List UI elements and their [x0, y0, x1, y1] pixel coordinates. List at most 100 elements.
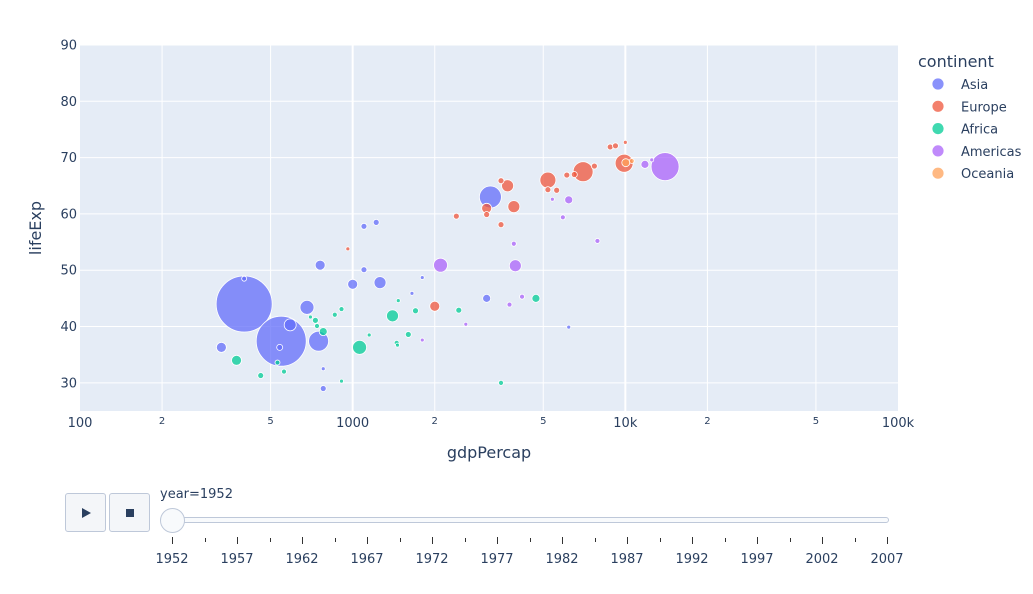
x-axis-ticks: 100 2 5 1000 2 5 10k 2 5 100k — [68, 416, 915, 431]
data-point-africa — [395, 342, 400, 348]
data-point-asia — [320, 366, 326, 372]
data-point-asia — [347, 278, 359, 290]
data-point-europe — [539, 171, 557, 189]
data-point-africa — [314, 323, 320, 329]
year-slider-minor-tick — [594, 538, 596, 542]
data-point-americas — [559, 214, 566, 221]
data-point-asia — [419, 275, 425, 280]
data-point-africa — [281, 368, 287, 375]
data-point-americas — [463, 321, 469, 327]
x-tick-label: 2 — [704, 416, 710, 427]
year-slider-tick — [822, 537, 823, 544]
year-slider-tick-label[interactable]: 1987 — [610, 552, 644, 567]
play-button[interactable] — [65, 493, 106, 532]
data-point-europe — [612, 142, 619, 150]
year-slider-tick — [497, 537, 498, 544]
data-point-asia — [360, 266, 368, 274]
data-point-africa — [339, 378, 344, 384]
legend-marker-oceania — [931, 166, 945, 180]
legend-label-europe: Europe — [961, 100, 1007, 115]
data-point-africa — [338, 306, 345, 312]
year-slider-tick-label[interactable]: 1997 — [740, 552, 774, 567]
data-point-asia — [276, 343, 284, 351]
legend-marker-asia — [931, 77, 945, 91]
y-tick-label: 80 — [60, 95, 77, 110]
data-point-americas — [594, 238, 601, 244]
data-point-europe — [590, 162, 598, 170]
legend-label-americas: Americas — [961, 145, 1022, 160]
y-tick-label: 50 — [60, 264, 77, 279]
data-point-asia — [566, 324, 572, 330]
bubble-chart: 100 2 5 1000 2 5 10k 2 5 100k 30 40 50 60 70 80 90 gdpP… — [26, 39, 1022, 463]
data-point-americas — [508, 259, 522, 273]
data-point-europe — [507, 200, 521, 214]
data-point-africa — [531, 293, 541, 303]
y-axis-title: lifeExp — [26, 201, 45, 255]
y-tick-label: 90 — [60, 39, 77, 54]
year-slider-tick-label[interactable]: 2002 — [805, 552, 839, 567]
year-slider-rail[interactable] — [160, 517, 889, 523]
year-slider-tick-label[interactable]: 1967 — [350, 552, 384, 567]
data-point-africa — [404, 331, 412, 338]
year-slider-tick — [172, 537, 173, 544]
data-point-europe — [553, 186, 561, 194]
data-point-asia — [360, 222, 368, 230]
legend-label-asia: Asia — [961, 78, 988, 93]
data-point-europe — [483, 211, 491, 218]
data-point-africa — [412, 307, 419, 315]
data-point-africa — [231, 354, 242, 366]
year-slider-tick-label[interactable]: 1992 — [675, 552, 709, 567]
stop-button[interactable] — [109, 493, 150, 532]
y-tick-label: 30 — [60, 376, 77, 391]
data-point-americas — [433, 257, 448, 273]
year-slider-tick — [692, 537, 693, 544]
x-tick-label: 2 — [159, 416, 165, 427]
y-tick-label: 70 — [60, 151, 77, 166]
data-point-americas — [640, 159, 650, 169]
year-slider-tick-label[interactable]: 1957 — [220, 552, 254, 567]
year-slider-minor-tick — [789, 538, 791, 542]
x-tick-label: 100 — [68, 416, 93, 431]
x-tick-label: 5 — [813, 416, 819, 427]
data-point-asia — [241, 275, 248, 282]
data-point-europe — [570, 171, 578, 178]
data-point-americas — [419, 337, 425, 343]
x-tick-label: 2 — [432, 416, 438, 427]
x-tick-label: 100k — [882, 416, 915, 431]
x-tick-label: 1000 — [336, 416, 369, 431]
data-point-africa — [395, 298, 401, 304]
year-slider-tick — [367, 537, 368, 544]
data-points — [215, 140, 680, 392]
year-slider-minor-tick — [659, 538, 661, 542]
data-point-europe — [622, 140, 628, 145]
legend-label-africa: Africa — [961, 123, 998, 138]
plot-background — [80, 45, 898, 411]
year-slider-tick-label[interactable]: 1977 — [480, 552, 514, 567]
play-icon — [82, 507, 91, 518]
data-point-americas — [510, 240, 517, 247]
year-slider-handle[interactable] — [160, 508, 185, 533]
year-slider-tick-label[interactable]: 1952 — [155, 552, 189, 567]
legend-marker-africa — [931, 122, 945, 136]
year-slider-tick-label[interactable]: 1982 — [545, 552, 579, 567]
year-slider-tick-label[interactable]: 1962 — [285, 552, 319, 567]
year-slider-tick — [237, 537, 238, 544]
data-point-africa — [311, 316, 319, 324]
year-slider-tick — [302, 537, 303, 544]
year-slider-minor-tick — [334, 538, 336, 542]
x-tick-label: 5 — [540, 416, 546, 427]
legend-marker-europe — [931, 99, 945, 113]
year-slider-minor-tick — [464, 538, 466, 542]
data-point-africa — [274, 359, 281, 366]
data-point-asia — [373, 276, 387, 290]
data-point-europe — [452, 212, 460, 220]
legend-label-oceania: Oceania — [961, 167, 1014, 182]
year-slider-tick — [627, 537, 628, 544]
year-slider-tick — [887, 537, 888, 544]
data-point-asia — [314, 259, 326, 271]
data-point-asia — [409, 290, 415, 296]
year-slider-tick-label[interactable]: 1972 — [415, 552, 449, 567]
stop-icon — [125, 508, 134, 517]
data-point-oceania — [621, 158, 631, 168]
year-slider-tick-label[interactable]: 2007 — [870, 552, 904, 567]
